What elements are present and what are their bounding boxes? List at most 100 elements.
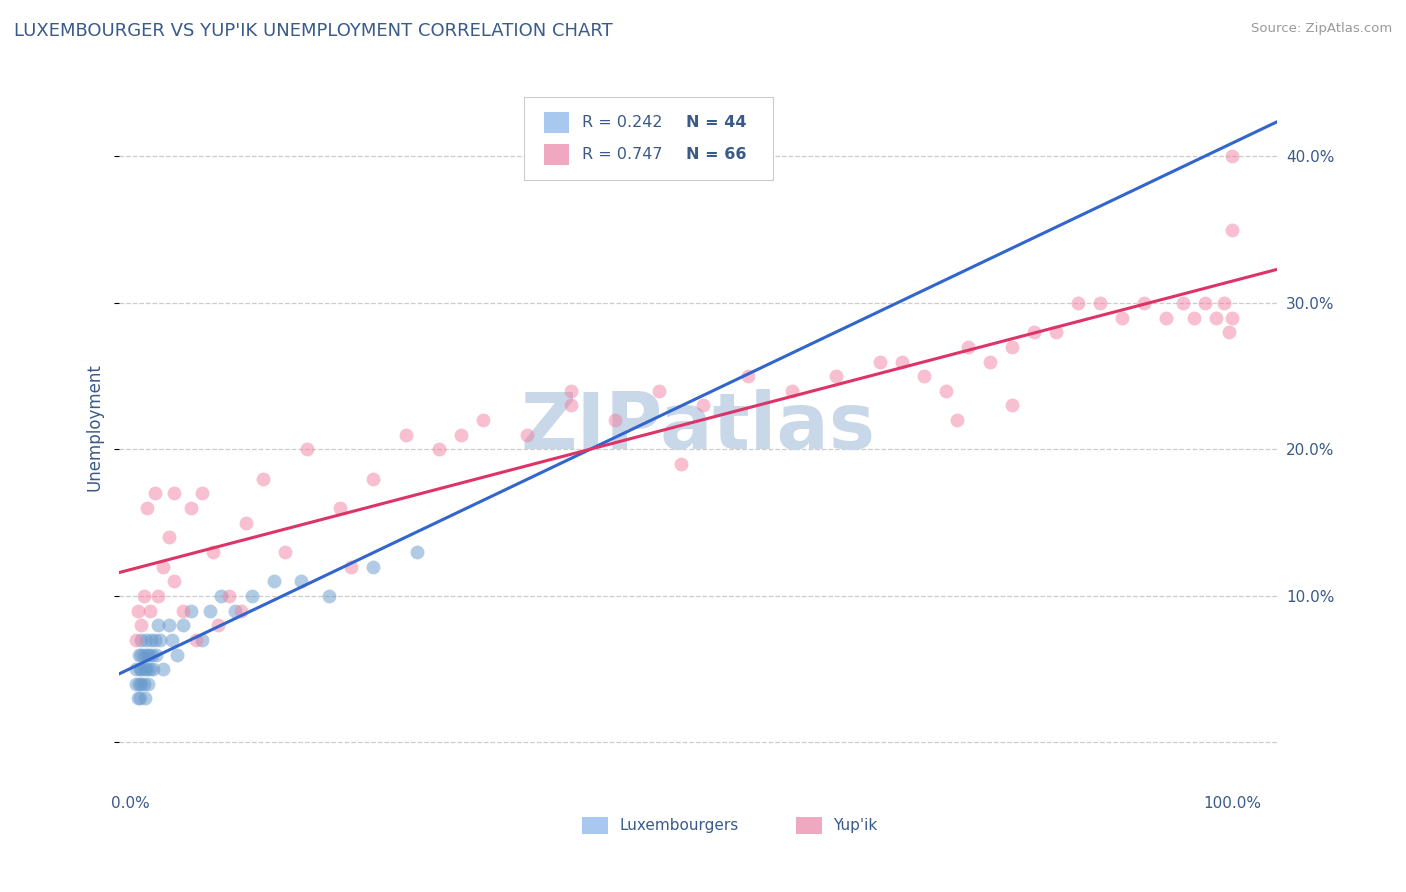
Text: R = 0.747: R = 0.747 <box>582 147 662 162</box>
Point <box>132 589 155 603</box>
Point <box>605 413 627 427</box>
Point <box>1222 149 1244 163</box>
Point <box>1205 310 1227 325</box>
Point <box>125 662 148 676</box>
Point <box>135 662 157 676</box>
Point <box>191 632 214 647</box>
Point <box>129 691 152 706</box>
Point <box>1194 296 1216 310</box>
Point <box>132 677 155 691</box>
Point <box>134 662 156 676</box>
Point <box>128 677 150 691</box>
Point <box>131 677 153 691</box>
Point <box>143 632 166 647</box>
Point <box>1001 399 1024 413</box>
FancyBboxPatch shape <box>524 97 773 180</box>
Point <box>166 648 188 662</box>
Point <box>135 501 157 516</box>
FancyBboxPatch shape <box>544 112 569 133</box>
Point <box>201 545 224 559</box>
Point <box>209 589 232 603</box>
Point <box>131 618 153 632</box>
Point <box>1133 296 1156 310</box>
Point <box>405 545 427 559</box>
Text: R = 0.242: R = 0.242 <box>582 115 662 130</box>
Point <box>890 354 912 368</box>
Text: Yup'ik: Yup'ik <box>834 818 877 832</box>
Point <box>1222 310 1244 325</box>
Point <box>127 604 149 618</box>
Point <box>157 530 180 544</box>
Point <box>560 399 582 413</box>
Point <box>1182 310 1205 325</box>
Point <box>252 472 274 486</box>
Point <box>224 604 246 618</box>
Text: N = 66: N = 66 <box>686 147 747 162</box>
Point <box>1022 325 1045 339</box>
Point <box>138 648 160 662</box>
Point <box>152 662 174 676</box>
Point <box>560 384 582 398</box>
Point <box>141 648 163 662</box>
Point <box>263 574 285 589</box>
Point <box>229 604 252 618</box>
Point <box>146 618 169 632</box>
Point <box>141 632 163 647</box>
Point <box>339 559 361 574</box>
Point <box>1171 296 1194 310</box>
Text: Source: ZipAtlas.com: Source: ZipAtlas.com <box>1251 22 1392 36</box>
Point <box>129 662 152 676</box>
FancyBboxPatch shape <box>544 144 569 165</box>
Point <box>361 472 384 486</box>
Point <box>450 427 472 442</box>
Point <box>824 369 846 384</box>
Point <box>163 486 186 500</box>
Point <box>395 427 418 442</box>
Point <box>180 501 202 516</box>
Point <box>172 604 194 618</box>
Text: LUXEMBOURGER VS YUP'IK UNEMPLOYMENT CORRELATION CHART: LUXEMBOURGER VS YUP'IK UNEMPLOYMENT CORR… <box>14 22 613 40</box>
Point <box>125 677 148 691</box>
Point <box>235 516 257 530</box>
Y-axis label: Unemployment: Unemployment <box>86 364 103 491</box>
Point <box>240 589 263 603</box>
Point <box>186 632 208 647</box>
Point <box>135 648 157 662</box>
Point <box>131 632 153 647</box>
Point <box>145 648 167 662</box>
Point <box>191 486 214 500</box>
Point <box>472 413 495 427</box>
Point <box>152 559 174 574</box>
Point <box>946 413 969 427</box>
Point <box>737 369 759 384</box>
Point <box>198 604 221 618</box>
Point <box>295 442 318 457</box>
Point <box>132 648 155 662</box>
Point <box>128 648 150 662</box>
Point <box>134 691 156 706</box>
Point <box>207 618 229 632</box>
Text: N = 44: N = 44 <box>686 115 747 130</box>
Point <box>935 384 957 398</box>
FancyBboxPatch shape <box>582 816 607 835</box>
Point <box>218 589 240 603</box>
Point <box>1001 340 1024 354</box>
FancyBboxPatch shape <box>796 816 821 835</box>
Text: ZIPatlas: ZIPatlas <box>520 390 876 466</box>
Point <box>135 632 157 647</box>
Point <box>427 442 450 457</box>
Point <box>1045 325 1067 339</box>
Point <box>1088 296 1111 310</box>
Point <box>780 384 803 398</box>
Point <box>1212 296 1234 310</box>
Point <box>979 354 1001 368</box>
Point <box>139 662 162 676</box>
Point <box>160 632 183 647</box>
Point <box>142 662 165 676</box>
Point <box>143 486 166 500</box>
Point <box>1222 222 1244 236</box>
Point <box>516 427 538 442</box>
Point <box>329 501 352 516</box>
Point <box>290 574 312 589</box>
Point <box>131 648 153 662</box>
